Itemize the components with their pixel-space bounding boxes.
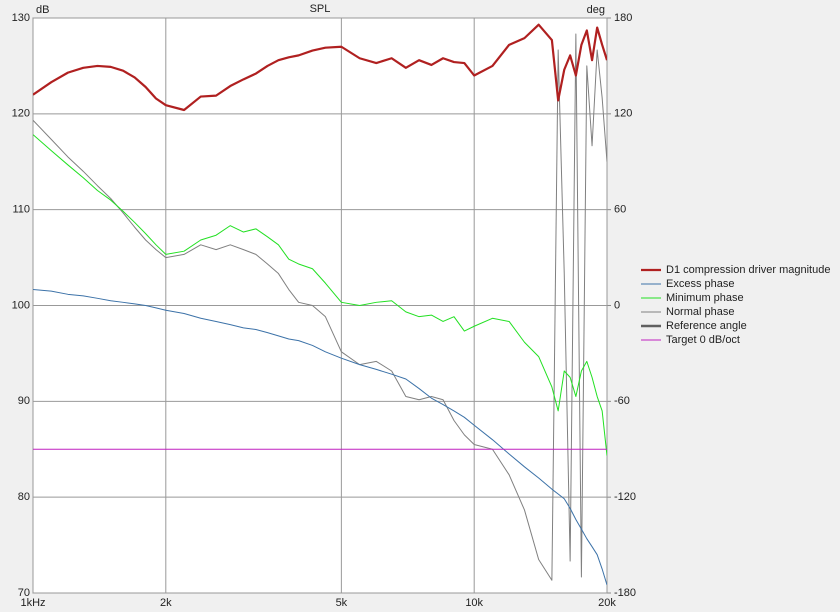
y-tick-label: 80	[18, 491, 30, 503]
y2-tick-label: -180	[614, 587, 636, 599]
y2-tick-label: -60	[614, 395, 630, 407]
series-line	[33, 289, 607, 586]
y-tick-label: 90	[18, 395, 30, 407]
y-tick-label: 120	[12, 108, 30, 120]
legend-label: Target 0 dB/oct	[666, 334, 740, 346]
y2-tick-label: -120	[614, 491, 636, 503]
x-tick-label: 20k	[598, 597, 616, 609]
y2-tick-label: 0	[614, 299, 620, 311]
y2-tick-label: 120	[614, 108, 632, 120]
series-line	[33, 134, 607, 456]
y-axis-label: dB	[36, 4, 49, 16]
legend-label: Normal phase	[666, 306, 734, 318]
y-tick-label: 130	[12, 12, 30, 24]
series-line	[33, 23, 607, 112]
y2-tick-label: 180	[614, 12, 632, 24]
legend-label: Minimum phase	[666, 292, 744, 304]
x-tick-label: 1kHz	[20, 597, 45, 609]
chart-title: SPL	[310, 3, 331, 15]
x-tick-label: 10k	[465, 597, 483, 609]
y-tick-label: 110	[12, 204, 30, 216]
y2-axis-label: deg	[587, 4, 605, 16]
y-tick-label: 70	[18, 587, 30, 599]
x-tick-label: 5k	[336, 597, 348, 609]
x-tick-label: 2k	[160, 597, 172, 609]
y2-tick-label: 60	[614, 204, 626, 216]
legend-label: D1 compression driver magnitude	[666, 264, 830, 276]
y-tick-label: 100	[12, 299, 30, 311]
legend-label: Excess phase	[666, 278, 734, 290]
legend-label: Reference angle	[666, 320, 747, 332]
